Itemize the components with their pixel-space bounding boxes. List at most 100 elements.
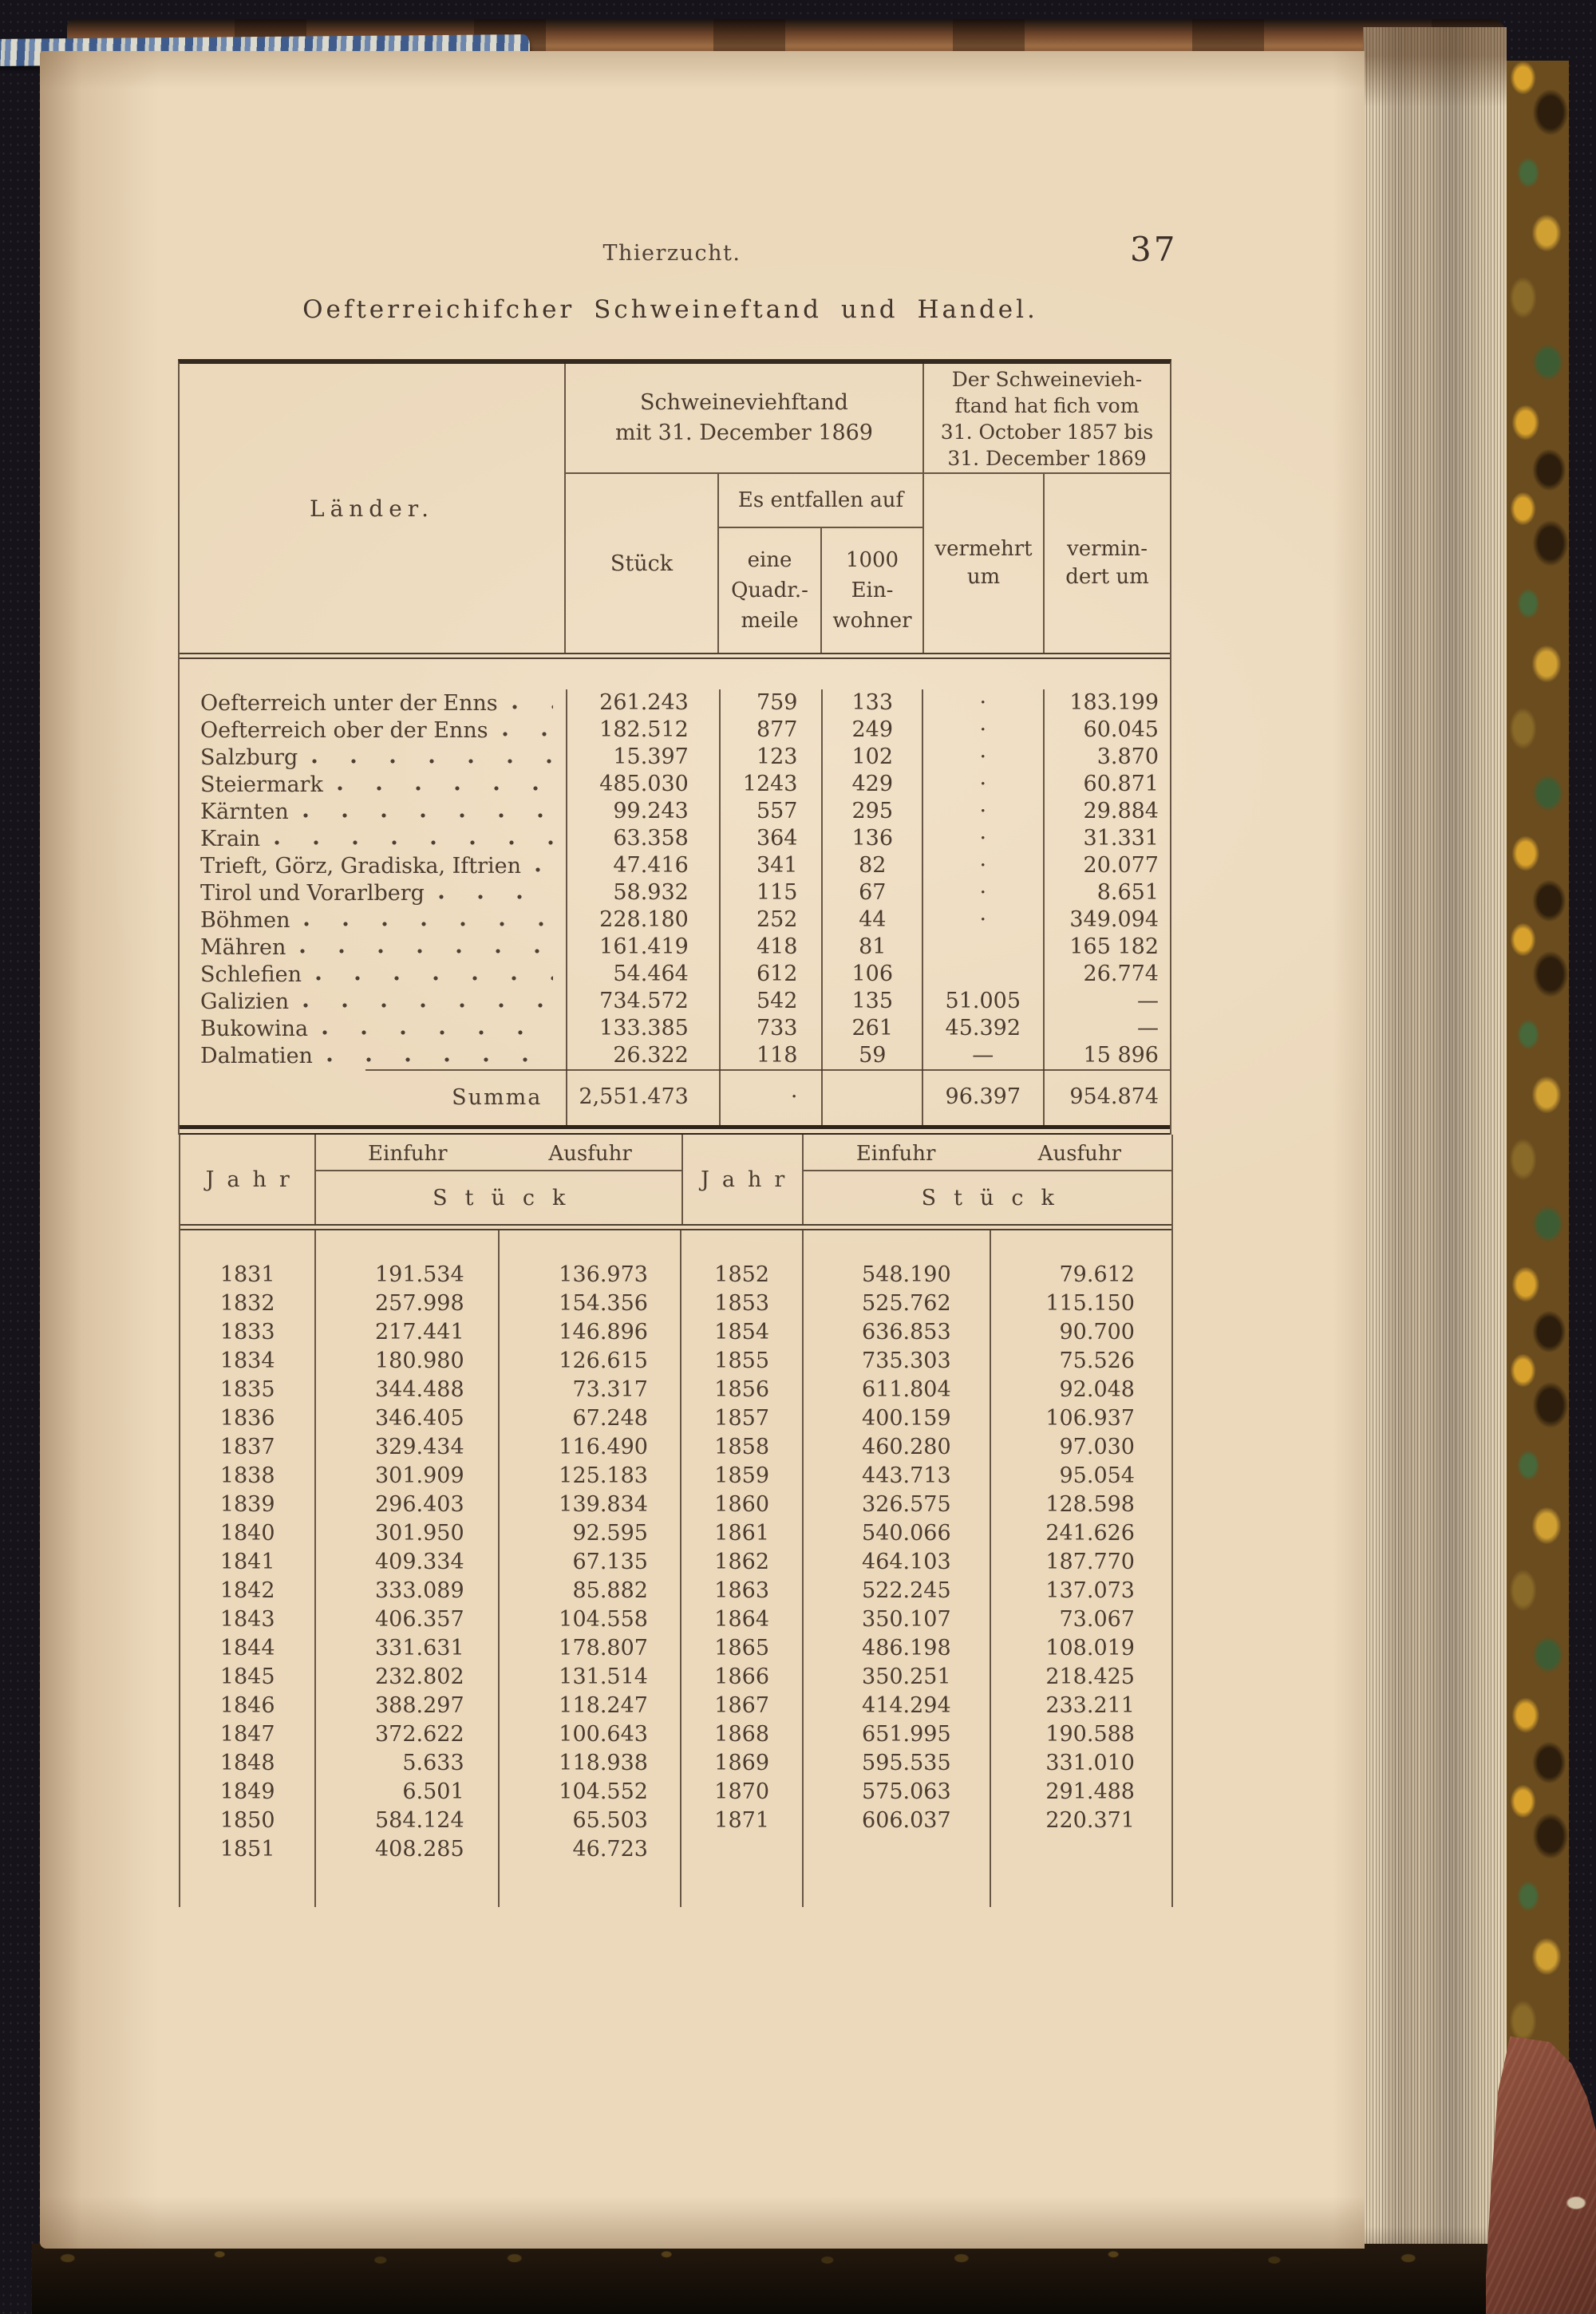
stueck-value: 228.180 bbox=[567, 906, 721, 934]
land-name: Tirol und Vorarlberg bbox=[180, 879, 568, 906]
ausfuhr-value: 108.019 bbox=[1045, 1636, 1135, 1660]
header-middle-group: Schweineviehftand mit 31. December 1869 … bbox=[566, 364, 922, 653]
einfuhr-value: 408.285 bbox=[375, 1837, 464, 1862]
header-jahr-left: Jahr bbox=[180, 1135, 317, 1224]
vermd-value: — bbox=[1137, 989, 1159, 1013]
header-group-right: Einfuhr Ausfuhr Stück bbox=[804, 1135, 1171, 1224]
ausfuhr-value: 233.211 bbox=[1045, 1693, 1135, 1718]
year-value: 1842 bbox=[219, 1578, 275, 1603]
header-stand-1869: Schweineviehftand mit 31. December 1869 bbox=[566, 364, 922, 474]
stueck-value: 15.397 bbox=[567, 744, 721, 771]
ausfuhr-value: 131.514 bbox=[559, 1664, 648, 1689]
table-row: Tirol und Vorarlberg 58.932 115 67 · 8.651 bbox=[180, 879, 1170, 906]
header-stand-line2: mit 31. December 1869 bbox=[615, 421, 873, 445]
vermd-value: 31.331 bbox=[1083, 826, 1159, 851]
ausfuhr-value: 137.073 bbox=[1045, 1578, 1135, 1603]
ausfuhr-value: 139.834 bbox=[559, 1492, 648, 1517]
table-row: Trieft, Görz, Gradiska, Iftrien 47.416 341… bbox=[180, 852, 1170, 879]
header-change-period: Der Schweinevieh- ftand hat fich vom 31.… bbox=[924, 364, 1170, 474]
year-value: 1841 bbox=[219, 1550, 275, 1574]
table-row: Mähren 161.419 418 81 165 182 bbox=[180, 934, 1170, 961]
land-name: Krain bbox=[180, 825, 568, 852]
verm-value: · bbox=[923, 825, 1045, 852]
einfuhr-value: 388.297 bbox=[375, 1693, 464, 1718]
vermd-value: 165 182 bbox=[1069, 934, 1159, 959]
einfuhr-value: 296.403 bbox=[375, 1492, 464, 1517]
verm-value: · bbox=[923, 717, 1045, 744]
land-name: Kärnten bbox=[180, 798, 568, 825]
ausfuhr-value: 331.010 bbox=[1045, 1751, 1135, 1775]
table-row: Oefterreich unter der Enns 261.243 759 133 ·… bbox=[180, 689, 1170, 717]
ausfuhr-value: 73.067 bbox=[1059, 1607, 1135, 1632]
year-value: 1860 bbox=[714, 1492, 770, 1517]
einfuhr-value: 217.441 bbox=[375, 1320, 464, 1345]
page-title: Oefterreichifcher Schweineftand und Hand… bbox=[302, 295, 1038, 324]
year-value: 1834 bbox=[219, 1349, 275, 1373]
ausfuhr-value: 106.937 bbox=[1045, 1406, 1135, 1431]
stueck-value: 58.932 bbox=[567, 879, 721, 906]
ausfuhr-value: 95.054 bbox=[1059, 1463, 1135, 1488]
table-row: Dalmatien 26.322 118 59— 15 896 bbox=[180, 1042, 1170, 1069]
year-value: 1831 bbox=[219, 1262, 275, 1287]
land-label: Kärnten bbox=[200, 799, 289, 824]
einfuhr-value: 611.804 bbox=[862, 1377, 951, 1402]
land-label: Dalmatien bbox=[200, 1043, 313, 1068]
leader-dots bbox=[302, 813, 554, 818]
stueck-value: 47.416 bbox=[567, 852, 721, 879]
einfuhr-value: 346.405 bbox=[375, 1406, 464, 1431]
verm-value bbox=[923, 934, 1045, 961]
einw-value: 136 bbox=[823, 825, 924, 852]
verm-value: · bbox=[923, 744, 1045, 771]
verm-value: · bbox=[923, 771, 1045, 798]
year-value: 1847 bbox=[219, 1722, 275, 1747]
qm-value: 759 bbox=[721, 689, 824, 717]
einfuhr-value: 460.280 bbox=[862, 1435, 951, 1459]
einfuhr-value: 584.124 bbox=[375, 1808, 464, 1833]
stueck-value: 261.243 bbox=[567, 689, 721, 717]
ausfuhr-value: 46.723 bbox=[572, 1837, 648, 1862]
ausfuhr-value: 67.135 bbox=[572, 1550, 648, 1574]
ausfuhr-column-left: 136.973 154.356 146.896 126.615 73.317 67.248… bbox=[500, 1230, 681, 1907]
verm-value: 45.392 bbox=[923, 1015, 1045, 1042]
vermd-value: 60.871 bbox=[1083, 772, 1159, 796]
trade-table: Jahr Einfuhr Ausfuhr Stück Jahr Einfuhr … bbox=[179, 1135, 1173, 1907]
year-value: 1868 bbox=[714, 1722, 770, 1747]
einfuhr-value: 486.198 bbox=[862, 1636, 951, 1660]
land-label: Krain bbox=[200, 826, 261, 851]
summa-stueck: 2,551.473 bbox=[567, 1069, 721, 1125]
vermd-value: 349.094 bbox=[1069, 907, 1159, 932]
qm-value: 557 bbox=[721, 798, 824, 825]
einfuhr-value: 464.103 bbox=[862, 1550, 951, 1574]
page-fore-edge-stack bbox=[1363, 27, 1507, 2298]
einfuhr-value: 522.245 bbox=[862, 1578, 951, 1603]
land-label: Steiermark bbox=[200, 772, 323, 797]
stueck-value: 133.385 bbox=[567, 1015, 721, 1042]
leader-dots bbox=[275, 840, 554, 845]
stueck-value: 99.243 bbox=[567, 798, 721, 825]
year-value: 1843 bbox=[219, 1607, 275, 1632]
ausfuhr-value: 154.356 bbox=[559, 1291, 648, 1316]
header-einwohner: 1000 Ein- wohner bbox=[832, 548, 912, 633]
einfuhr-value: 636.853 bbox=[862, 1320, 951, 1345]
land-name: Steiermark bbox=[180, 771, 568, 798]
summa-label: Summa bbox=[180, 1069, 568, 1125]
year-column-left: 1831 1832 1833 1834 1835 1836 1837 1838 1839 1840… bbox=[180, 1230, 317, 1907]
einfuhr-value: 606.037 bbox=[862, 1808, 951, 1833]
ausfuhr-value: 187.770 bbox=[1045, 1550, 1135, 1574]
qm-value: 1243 bbox=[721, 771, 824, 798]
land-name: Oefterreich ober der Enns bbox=[180, 717, 568, 744]
header-group-left: Einfuhr Ausfuhr Stück bbox=[316, 1135, 681, 1224]
year-value: 1870 bbox=[714, 1779, 770, 1804]
book-bottom-cover bbox=[32, 2244, 1516, 2314]
einw-value: 44 bbox=[823, 906, 924, 934]
einw-value: 82 bbox=[823, 852, 924, 879]
header-einfuhr-left: Einfuhr bbox=[368, 1142, 448, 1166]
einfuhr-value: 350.107 bbox=[862, 1607, 951, 1632]
einw-value: 81 bbox=[823, 934, 924, 961]
livestock-table-body: Oefterreich unter der Enns 261.243 759 133 ·… bbox=[180, 659, 1170, 1069]
verm-value: · bbox=[923, 689, 1045, 717]
einfuhr-value: 443.713 bbox=[862, 1463, 951, 1488]
vermd-value: 15 896 bbox=[1083, 1043, 1159, 1068]
year-value: 1849 bbox=[219, 1779, 275, 1804]
verm-value bbox=[923, 961, 1045, 988]
